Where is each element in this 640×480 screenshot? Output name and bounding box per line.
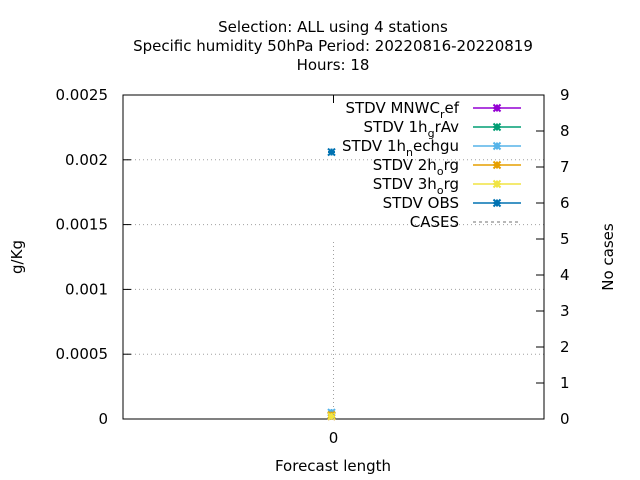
legend-label: CASES [410, 213, 459, 231]
legend-label: STDV 3horg [373, 175, 459, 197]
y2-tick-label: 5 [560, 230, 570, 248]
y2-tick-label: 4 [560, 266, 570, 284]
y2-tick-label: 6 [560, 194, 570, 212]
legend-label: STDV OBS [383, 194, 459, 212]
x-tick-label: 0 [329, 429, 339, 447]
y2-tick-label: 2 [560, 338, 570, 356]
grid [123, 159, 544, 355]
legend-label: STDV 2horg [373, 156, 459, 178]
data-point [327, 147, 336, 157]
legend-marker [492, 198, 502, 208]
chart-title: Selection: ALL using 4 stationsSpecific … [133, 18, 533, 74]
title-line: Specific humidity 50hPa Period: 20220816… [133, 37, 533, 55]
y2-tick-label: 3 [560, 302, 570, 320]
y-tick-label: 0.0005 [56, 345, 109, 363]
series [327, 147, 336, 421]
y-tick-label: 0.0015 [56, 216, 109, 234]
title-line: Selection: ALL using 4 stations [218, 18, 448, 36]
y-axis: 0 0.0005 0.001 0.0015 0.002 0.0025 [56, 86, 131, 428]
legend-label: STDV 1hgrAv [364, 118, 460, 140]
y2-tick-label: 9 [560, 86, 570, 104]
legend-label: STDV 1hnechgu [342, 137, 459, 159]
title-line: Hours: 18 [297, 56, 370, 74]
y-tick-label: 0.001 [65, 280, 108, 298]
legend-marker [492, 141, 502, 151]
legend-label: STDV MNWCref [345, 99, 459, 121]
y2-tick-label: 8 [560, 122, 570, 140]
legend-marker [492, 179, 502, 189]
legend-marker [492, 103, 502, 113]
y2-tick-label: 7 [560, 158, 570, 176]
y2-tick-label: 1 [560, 374, 570, 392]
y2-axis-label: No cases [599, 223, 617, 291]
legend-marker [492, 122, 502, 132]
legend-marker [492, 160, 502, 170]
y-axis-label: g/Kg [8, 240, 26, 274]
y-tick-label: 0 [98, 410, 108, 428]
y-tick-label: 0.002 [65, 151, 108, 169]
y2-axis: 0 1 2 3 4 5 6 7 8 9 [536, 86, 570, 428]
y2-tick-label: 0 [560, 410, 570, 428]
y-tick-label: 0.0025 [56, 86, 109, 104]
x-axis-label: Forecast length [275, 457, 391, 475]
